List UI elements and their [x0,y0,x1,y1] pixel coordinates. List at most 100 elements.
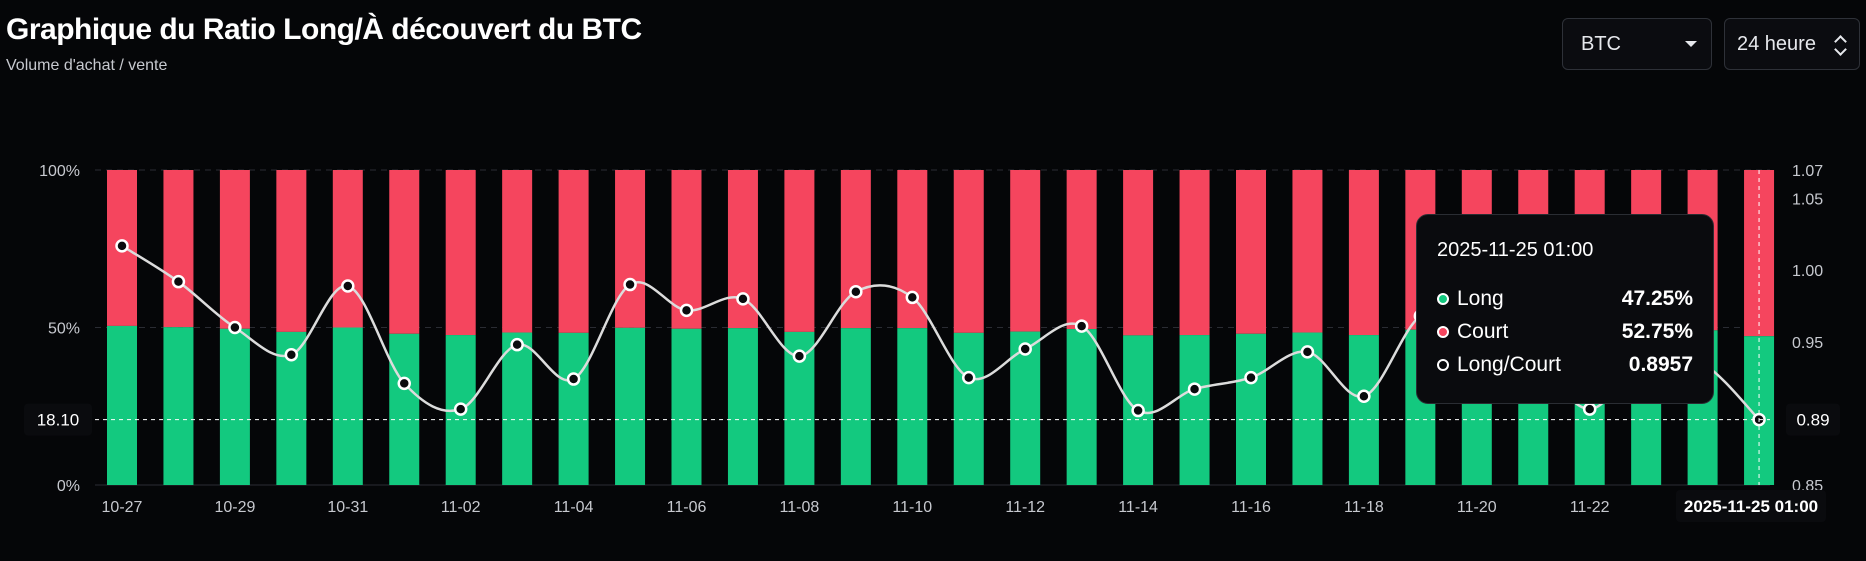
x-axis-tick-label: 11-12 [1005,499,1045,516]
short-bar [671,170,702,329]
long-bar [107,325,137,485]
ratio-point [284,347,299,362]
short-bar [1348,170,1379,336]
tooltip-label: Long [1457,286,1504,310]
long-bar [1236,333,1266,485]
crosshair-x-value: 2025-11-25 01:00 [1684,497,1818,516]
x-axis-tick-label: 10-29 [214,499,255,516]
symbol-select-value: BTC [1581,32,1621,55]
range-select-value: 24 heure [1737,32,1816,55]
long-bar [558,332,589,485]
ratio-point [1074,319,1089,333]
ratio-point [228,320,242,335]
ratio-point [905,290,920,305]
long-bar [953,332,984,485]
short-bar [276,170,307,332]
ratio-point [1300,345,1315,359]
tooltip-row-long: Long 47.25% [1437,282,1693,315]
short-bar [163,170,194,328]
long-bar [1179,335,1210,485]
crosshair-left-value: 18.10 [37,411,80,430]
x-axis-tick-label: 10-31 [327,499,368,516]
ratio-dot-icon [1437,358,1449,371]
ratio-point [1582,402,1597,416]
right-axis-tick-label: 0.95 [1792,335,1823,352]
short-bar [1179,170,1210,336]
chart-header: Graphique du Ratio Long/À découvert du B… [6,12,642,75]
symbol-select[interactable]: BTC [1562,18,1712,70]
short-bar [953,170,984,333]
ratio-point [1018,342,1032,356]
x-axis-tick-label: 11-06 [667,499,707,516]
long-bar [332,327,363,485]
range-select[interactable]: 24 heure [1724,18,1860,70]
tooltip-row-short: Court 52.75% [1437,315,1693,348]
long-bar [219,328,250,485]
short-bar [840,170,871,329]
ratio-point [679,303,694,318]
x-axis-tick-label: 11-10 [892,499,932,516]
long-dot-icon [1437,292,1449,305]
ratio-point [792,349,807,363]
x-axis-tick-label: 11-04 [554,499,594,516]
tooltip-row-ratio: Long/Court 0.8957 [1437,348,1693,381]
tooltip-value: 0.8957 [1628,352,1693,376]
left-axis-tick-label: 0% [57,478,80,495]
short-bar [1066,170,1097,330]
short-bar [445,170,476,336]
short-bar [502,170,533,333]
long-bar [671,328,702,485]
crosshair-right-box [1786,403,1840,436]
short-bar [1236,170,1266,334]
long-bar [897,328,928,485]
x-axis-tick-label: 11-16 [1231,499,1271,516]
long-bar [389,333,420,485]
ratio-point [1131,403,1145,418]
long-bar [840,328,871,485]
ratio-point [736,292,750,306]
x-axis-tick-label: 10-27 [102,499,143,516]
tooltip-value: 47.25% [1621,286,1693,310]
ratio-point [510,337,524,352]
long-bar [1066,329,1097,485]
short-dot-icon [1437,325,1449,338]
short-bar [219,170,250,329]
short-bar [1123,170,1154,336]
short-bar [897,170,928,329]
x-axis-tick-label: 11-14 [1118,499,1158,516]
ratio-point [397,376,411,391]
x-axis-tick-label: 11-18 [1344,499,1384,516]
right-axis-tick-label: 1.07 [1792,163,1823,180]
short-bar [1292,170,1323,333]
ratio-point [453,402,468,416]
short-bar [784,170,815,332]
short-bar [558,170,589,333]
tooltip-value: 52.75% [1621,319,1693,343]
right-axis-tick-label: 1.05 [1792,192,1823,209]
ratio-point [1244,370,1258,385]
tooltip-label: Court [1457,319,1509,343]
long-bar [615,327,646,485]
crosshair-right-value: 0.89 [1796,411,1829,430]
right-axis-tick-label: 1.00 [1792,263,1823,280]
chart-controls: BTC 24 heure [1562,18,1860,70]
long-bar [163,327,194,485]
ratio-point [115,239,129,253]
chevron-down-icon [1685,41,1697,47]
short-bar [1010,170,1041,332]
ratio-point [1187,382,1202,396]
x-axis-tick-label: 11-20 [1457,499,1497,516]
short-bar [615,170,646,328]
ratio-point [1357,389,1371,403]
long-bar [1010,331,1041,485]
ratio-point [962,370,976,385]
long-bar [1348,335,1379,485]
short-bar [389,170,420,334]
left-axis-tick-label: 100% [39,163,80,180]
chart-tooltip: 2025-11-25 01:00 Long 47.25% Court 52.75… [1416,214,1714,404]
left-axis-tick-label: 50% [48,321,80,338]
short-bar [332,170,363,328]
chart-subtitle: Volume d'achat / vente [6,57,168,74]
x-axis-tick-label: 11-02 [441,499,481,516]
